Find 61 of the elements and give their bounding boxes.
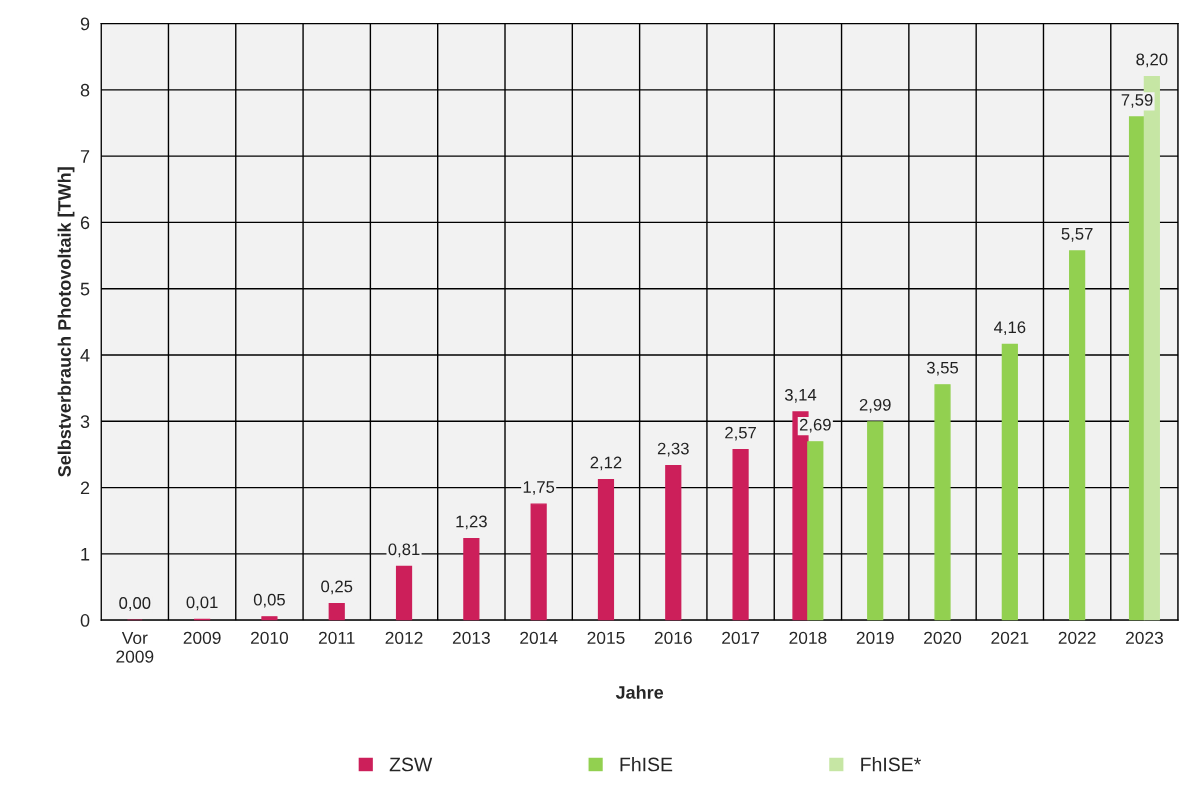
y-tick-label: 6	[80, 216, 90, 230]
data-label: 2,69	[799, 418, 831, 433]
bar	[395, 565, 413, 621]
y-tick-label: 2	[80, 481, 90, 495]
x-tick-label: 2016	[654, 631, 692, 645]
x-tick-label: Vor 2009	[116, 631, 154, 663]
bar	[934, 384, 951, 621]
y-tick-label: 5	[80, 282, 90, 296]
bar	[1001, 343, 1018, 621]
data-label: 3,14	[784, 388, 817, 403]
data-label: 2,57	[725, 426, 756, 441]
data-label: 2,12	[590, 456, 622, 471]
y-tick-label: 3	[80, 415, 90, 428]
bar	[1069, 250, 1086, 621]
x-tick-label: 2012	[385, 631, 423, 645]
data-label: 8,20	[1136, 53, 1168, 68]
bar	[530, 503, 547, 621]
x-tick-label: 2014	[520, 631, 558, 645]
x-tick-label: 2021	[991, 631, 1029, 645]
y-tick-label: 8	[80, 83, 90, 97]
y-tick-label: 9	[80, 17, 90, 31]
x-tick-label: 2019	[856, 631, 894, 645]
x-tick-label: 2011	[318, 631, 355, 645]
data-label: 7,59	[1121, 93, 1153, 108]
bar	[867, 421, 884, 621]
y-tick-label: 4	[80, 349, 90, 362]
x-tick-label: 2018	[789, 631, 827, 645]
bar	[665, 465, 682, 621]
y-tick-label: 1	[81, 547, 90, 561]
data-label: 2,99	[859, 398, 891, 413]
x-tick-label: 2023	[1126, 631, 1163, 645]
data-label: 0,81	[388, 543, 420, 558]
legend-label: FhISE	[620, 757, 673, 772]
x-tick-label: 2020	[924, 631, 962, 645]
legend-label: ZSW	[389, 757, 433, 772]
x-tick-label: 2009	[183, 631, 221, 645]
legend-label: FhISE*	[861, 757, 921, 772]
data-label: 0,01	[186, 596, 218, 611]
x-tick-label: 2013	[452, 631, 490, 645]
data-label: 1,75	[523, 481, 555, 495]
y-tick-label: 0	[80, 614, 90, 627]
bar	[328, 602, 345, 621]
data-label: 3,55	[926, 361, 959, 376]
bar	[463, 537, 480, 621]
x-axis-title: Jahre	[615, 685, 664, 699]
y-tick-label: 7	[80, 150, 90, 163]
bar	[597, 478, 615, 621]
x-tick-label: 2015	[587, 631, 625, 645]
y-axis-title: Selbstverbrauch Photovoltaik [TWh]	[57, 167, 75, 477]
x-tick-label: 2022	[1058, 631, 1096, 645]
data-label: 0,25	[321, 580, 353, 595]
data-label: 1,23	[456, 515, 487, 530]
data-label: 0,00	[119, 597, 151, 611]
data-label: 2,33	[657, 442, 689, 457]
x-tick-label: 2010	[250, 631, 289, 645]
bar	[261, 616, 278, 621]
data-label: 5,57	[1061, 228, 1093, 242]
x-tick-label: 2017	[722, 631, 760, 645]
data-label: 0,05	[253, 593, 285, 608]
bar	[732, 449, 749, 621]
data-label: 4,16	[993, 321, 1026, 336]
